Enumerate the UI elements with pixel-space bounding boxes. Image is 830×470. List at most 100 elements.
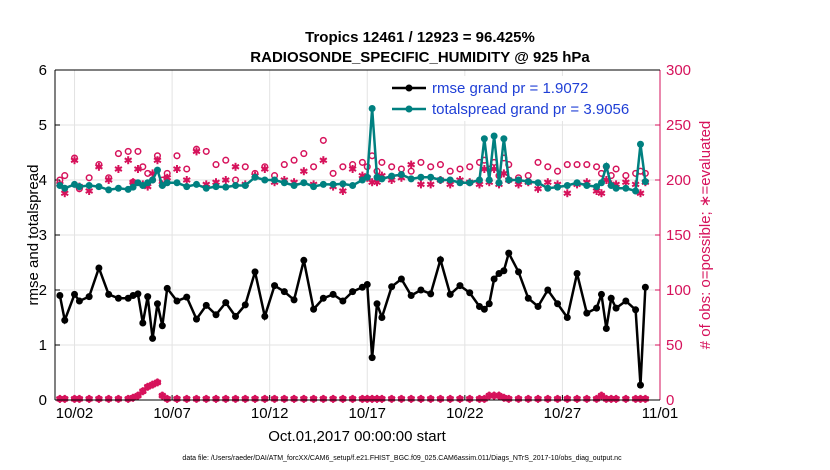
obs-evaluated-point-stroke [475, 181, 484, 188]
x-tick-label-4: 10/22 [446, 405, 484, 422]
rmse-point [597, 290, 605, 298]
obs-possible-point [534, 158, 542, 166]
rmse-point [61, 316, 69, 324]
obs-bottom-star-stroke [143, 383, 152, 390]
spread-point [636, 140, 644, 148]
obs-evaluated-point-stroke [173, 166, 181, 172]
spread-point [105, 186, 113, 194]
obs-evaluated-point-stroke [114, 166, 123, 172]
obs-evaluated-point-stroke [221, 177, 230, 183]
legend-rmse-marker [405, 84, 413, 92]
obs-evaluated-point-stroke [192, 148, 201, 155]
obs-evaluated-point [499, 169, 508, 178]
rmse-point [456, 282, 464, 290]
rmse-point [583, 309, 591, 317]
spread-point [95, 183, 103, 191]
x-axis-ticks: 10/02 10/07 10/12 10/17 10/22 10/27 11/01 [56, 395, 678, 422]
rmse-point [280, 288, 288, 296]
rmse-point [563, 314, 571, 321]
spread-point [222, 183, 230, 191]
obs-possible-point [212, 161, 220, 169]
obs-evaluated-point-stroke [153, 157, 162, 164]
obs-evaluated-point [231, 162, 240, 171]
y-left-tick-label-2: 2 [39, 282, 47, 299]
obs-evaluated-point-stroke [534, 185, 542, 192]
spread-point [163, 179, 171, 187]
obs-possible-point [183, 165, 191, 173]
rmse-point [612, 304, 620, 312]
y-axis-right-label: # of obs: o=possible; ∗=evaluated [697, 121, 714, 350]
spread-point [329, 180, 337, 188]
rmse-point [222, 299, 230, 307]
obs-evaluated-point [94, 162, 103, 171]
obs-evaluated-point-stroke [563, 190, 572, 197]
spread-point [583, 182, 591, 189]
rmse-point [85, 293, 93, 301]
spread-point [466, 179, 474, 187]
spread-point [75, 183, 83, 191]
spread-point [480, 135, 488, 143]
spread-point [524, 178, 532, 186]
obs-possible-point [310, 163, 318, 171]
y-left-tick-label-6: 6 [39, 62, 47, 79]
obs-evaluated-point-stroke [446, 181, 455, 188]
spread-point [436, 176, 444, 184]
rmse-point [212, 311, 220, 319]
rmse-series [56, 249, 649, 389]
x-tick-label-2: 10/12 [251, 405, 289, 422]
rmse-point [202, 301, 210, 309]
y-left-tick-label-0: 0 [39, 392, 47, 409]
spread-point [280, 179, 288, 187]
spread-point [446, 176, 454, 184]
obs-evaluated-point [597, 189, 606, 198]
obs-possible-point [300, 150, 308, 158]
x-tick-label-0: 10/02 [56, 405, 94, 422]
rmse-point [105, 290, 113, 298]
rmse-point [300, 256, 308, 264]
obs-possible-point [202, 147, 210, 155]
rmse-point [134, 290, 142, 298]
obs-possible-point [446, 167, 454, 175]
rmse-point [466, 289, 474, 297]
rmse-point [480, 305, 488, 313]
x-tick-label-1: 10/07 [153, 405, 191, 422]
rmse-point [636, 381, 644, 389]
spread-point [363, 173, 371, 181]
obs-evaluated-point-stroke [85, 188, 94, 194]
spread-point [573, 179, 581, 187]
rmse-point [544, 286, 552, 294]
obs-evaluated-point-stroke [407, 161, 416, 168]
spread-point [368, 105, 376, 112]
obs-evaluated-point-stroke [621, 179, 630, 186]
spread-point [602, 162, 610, 170]
spread-point [378, 175, 386, 183]
spread-point [153, 166, 161, 174]
y-left-tick-label-4: 4 [39, 172, 47, 189]
rmse-point [417, 286, 425, 294]
rmse-point [56, 292, 64, 299]
spread-point [339, 180, 347, 188]
obs-possible-point [593, 163, 601, 171]
spread-point [641, 178, 649, 186]
obs-evaluated-point-stroke [597, 190, 606, 197]
legend-spread-marker [405, 105, 413, 113]
obs-possible-point [427, 163, 435, 171]
spread-point [290, 182, 298, 189]
legend-box [385, 76, 655, 121]
spread-point [319, 180, 327, 188]
y-axis-left-ticks: 0 1 2 3 4 5 6 [39, 62, 60, 409]
obs-possible-point [290, 156, 298, 164]
obs-evaluated-point [407, 160, 416, 169]
spread-point [183, 183, 191, 191]
obs-evaluated-point [348, 165, 357, 173]
spread-point [251, 173, 259, 181]
obs-possible-point [114, 150, 122, 158]
spread-point [192, 180, 200, 188]
rmse-point [75, 297, 83, 305]
obs-evaluated-point [114, 165, 123, 173]
y-right-tick-label-4: 200 [666, 172, 691, 189]
obs-evaluated-point-stroke [124, 157, 133, 164]
rmse-point [632, 306, 640, 314]
rmse-point [446, 290, 454, 298]
